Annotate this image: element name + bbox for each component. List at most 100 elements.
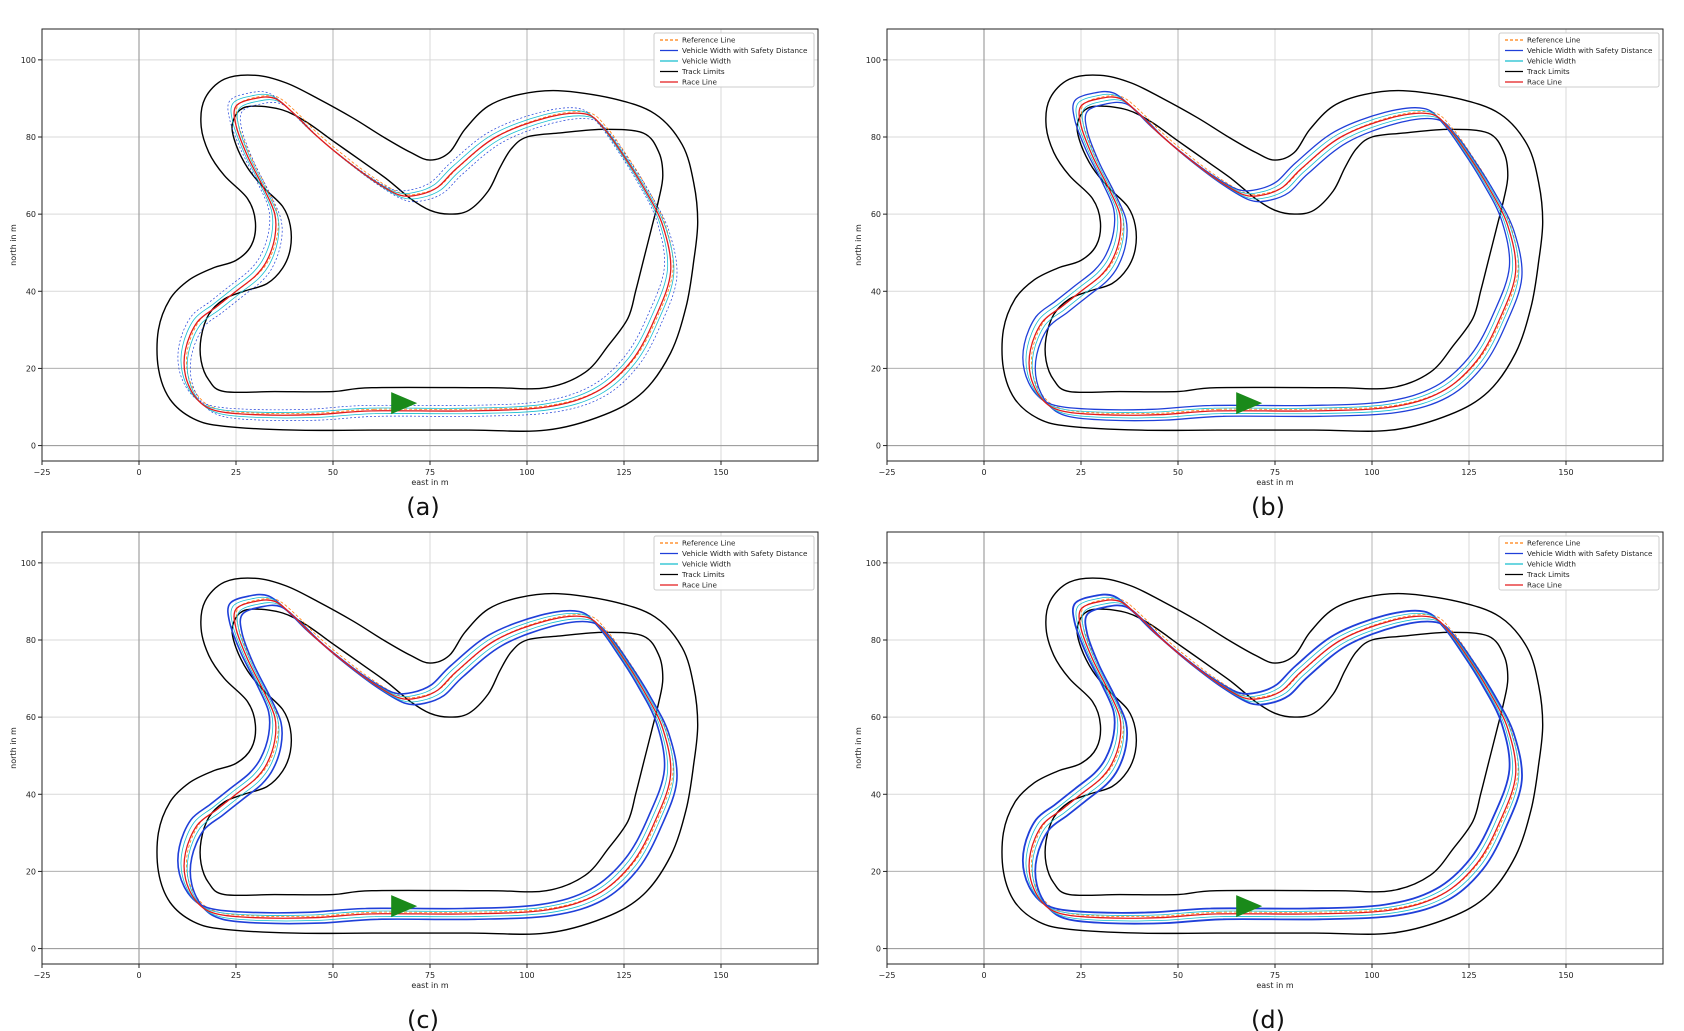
y-tick-label: 20 [26,867,36,876]
x-tick-label: 100 [1364,971,1379,980]
track-limit-outer [156,74,699,432]
legend-box [1498,32,1660,88]
y-tick-label: 0 [31,945,36,954]
panel-d: −25 0 25 50 75 100 125 150 0 20 40 60 80 100 east in m… [854,531,1664,990]
race-line [1028,599,1517,919]
y-tick-label: 40 [871,287,881,296]
x-tick-label: 25 [1076,468,1086,477]
y-tick-label: 0 [876,945,881,954]
x-tick-label: 75 [425,971,435,980]
x-tick-label: 25 [1076,971,1086,980]
vehicle-width-safety-line [177,91,665,411]
x-tick-label: 125 [1461,971,1476,980]
vehicle-width-safety-line [189,102,678,421]
x-tick-label: 50 [1173,971,1183,980]
x-tick-label: 50 [1173,468,1183,477]
x-tick-label: 0 [981,468,986,477]
x-tick-label: 150 [713,971,728,980]
y-tick-label: 100 [21,559,36,568]
legend-box [653,535,815,591]
x-tick-label: 100 [519,468,534,477]
panel-b: −25 0 25 50 75 100 125 150 0 20 40 60 80 100 east in m… [854,28,1664,487]
y-axis-label: north in m [9,727,18,769]
start-marker-icon [391,895,418,918]
start-marker-icon [391,392,418,415]
legend-label: Race Line [1527,581,1562,590]
x-tick-label: 0 [136,468,141,477]
legend-label: Track Limits [681,570,725,579]
x-tick-label: 0 [136,971,141,980]
x-tick-label: −25 [34,971,51,980]
legend-label: Race Line [682,78,717,87]
x-tick-label: 75 [1270,468,1280,477]
x-tick-label: 125 [616,468,631,477]
x-axis-label: east in m [1256,478,1294,487]
y-tick-label: 60 [871,713,881,722]
legend-label: Track Limits [681,67,725,76]
race-line [183,599,672,919]
legend-label: Track Limits [1526,570,1570,579]
track-limit-outer [1001,74,1544,432]
x-tick-label: 25 [231,468,241,477]
x-tick-label: 150 [1558,971,1573,980]
start-marker-icon [1236,895,1263,918]
y-tick-label: 100 [21,56,36,65]
y-axis-label: north in m [854,727,863,769]
y-tick-label: 100 [866,559,881,568]
x-tick-label: 75 [425,468,435,477]
x-tick-label: −25 [34,468,51,477]
legend-label: Vehicle Width with Safety Distance [1527,46,1653,55]
x-tick-label: 50 [328,468,338,477]
legend-label: Track Limits [1526,67,1570,76]
y-tick-label: 80 [871,133,881,142]
y-tick-label: 100 [866,56,881,65]
legend-label: Vehicle Width with Safety Distance [682,46,808,55]
legend-label: Vehicle Width [682,560,731,569]
y-tick-label: 80 [26,636,36,645]
caption-d: (d) [1251,1006,1285,1031]
race-line [183,96,672,416]
x-tick-label: 150 [713,468,728,477]
y-tick-label: 20 [871,364,881,373]
x-axis-label: east in m [1256,981,1294,990]
y-tick-label: 60 [26,210,36,219]
legend-label: Vehicle Width [682,57,731,66]
y-tick-label: 20 [26,364,36,373]
legend-label: Reference Line [682,36,736,45]
y-tick-label: 20 [871,867,881,876]
x-tick-label: 75 [1270,971,1280,980]
track-limit-inner [199,608,664,897]
track-limit-inner [1044,608,1509,897]
legend-label: Vehicle Width [1527,57,1576,66]
x-tick-label: −25 [879,468,896,477]
track-limit-outer [156,577,699,935]
legend-label: Reference Line [682,539,736,548]
y-tick-label: 0 [876,442,881,451]
y-tick-label: 80 [871,636,881,645]
x-tick-label: 0 [981,971,986,980]
y-axis-label: north in m [9,224,18,266]
panel-c: −25 0 25 50 75 100 125 150 0 20 40 60 80 100 east in m… [9,531,819,990]
x-tick-label: 100 [1364,468,1379,477]
y-tick-label: 40 [26,790,36,799]
legend-label: Vehicle Width with Safety Distance [682,549,808,558]
legend-label: Vehicle Width [1527,560,1576,569]
y-tick-label: 40 [26,287,36,296]
caption-a: (a) [406,493,439,521]
x-tick-label: 125 [616,971,631,980]
legend-label: Reference Line [1527,539,1581,548]
legend-label: Vehicle Width with Safety Distance [1527,549,1653,558]
legend-box [653,32,815,88]
track-limit-inner [1044,105,1509,394]
x-axis-label: east in m [411,981,449,990]
legend-label: Race Line [1527,78,1562,87]
track-limit-outer [1001,577,1544,935]
y-tick-label: 60 [871,210,881,219]
x-tick-label: 50 [328,971,338,980]
y-tick-label: 0 [31,442,36,451]
legend-label: Reference Line [1527,36,1581,45]
panel-a: −25 0 25 50 75 100 125 150 0 20 40 60 80 100 east in m… [9,28,819,487]
legend-box [1498,535,1660,591]
y-axis-label: north in m [854,224,863,266]
